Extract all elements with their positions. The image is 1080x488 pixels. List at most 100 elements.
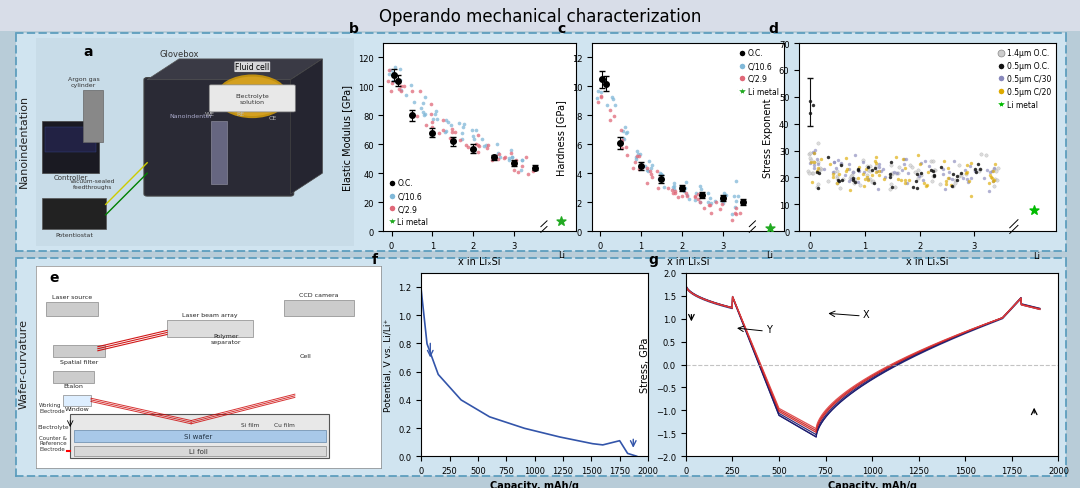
Point [975, 174, 993, 182]
Point [651, 175, 669, 183]
Point [850, 163, 867, 171]
Point [845, 176, 862, 184]
Point [403, 82, 420, 90]
Point [503, 154, 521, 162]
Point [882, 159, 900, 166]
Point [653, 171, 671, 179]
Point [727, 178, 744, 185]
Point [906, 168, 923, 176]
Point [687, 189, 704, 197]
Text: Laser source: Laser source [52, 294, 92, 299]
Point [986, 161, 1003, 169]
Point [806, 147, 823, 155]
Point [504, 158, 522, 166]
Point [383, 80, 401, 88]
Point [422, 101, 440, 109]
Point [912, 161, 929, 169]
Point [870, 164, 888, 172]
Point [692, 185, 710, 193]
Point [957, 166, 974, 174]
Point [639, 168, 657, 176]
Point [831, 185, 848, 193]
Point [616, 123, 633, 131]
Point [801, 155, 819, 163]
Point [604, 94, 621, 102]
Bar [73, 430, 326, 442]
Point [615, 135, 632, 143]
Point [617, 144, 634, 152]
Point [935, 158, 953, 166]
Point [825, 168, 842, 176]
Point [972, 151, 989, 159]
Point [905, 183, 922, 191]
Point [629, 153, 646, 161]
Point [868, 168, 886, 176]
Point [381, 67, 399, 75]
Point [944, 183, 961, 191]
Point [475, 143, 492, 151]
Point [691, 183, 708, 191]
Point [831, 171, 848, 179]
Point [850, 166, 867, 174]
Point [392, 87, 409, 95]
X-axis label: x in LiₓSi: x in LiₓSi [458, 256, 501, 266]
Point [870, 171, 888, 179]
Point [860, 176, 877, 184]
Point [980, 180, 997, 188]
Point [424, 116, 442, 124]
Point [652, 171, 670, 179]
Point [677, 190, 694, 198]
Point [524, 168, 541, 176]
Point [935, 171, 953, 179]
Point [422, 111, 440, 119]
Point [917, 158, 934, 165]
FancyBboxPatch shape [144, 79, 294, 197]
Point [856, 175, 874, 183]
Point [822, 161, 839, 168]
Point [840, 161, 858, 169]
Point [842, 176, 860, 184]
Point [489, 156, 507, 163]
Point [854, 170, 872, 178]
Point [891, 163, 908, 171]
Point [863, 172, 880, 180]
Point [838, 166, 855, 174]
Point [501, 155, 518, 163]
Text: Laser beam array: Laser beam array [183, 313, 238, 318]
Point [828, 173, 846, 181]
Point [699, 199, 716, 207]
Point [804, 179, 821, 186]
Point [860, 167, 877, 175]
Point [860, 177, 877, 184]
Point [702, 209, 719, 217]
Text: Li foil: Li foil [189, 448, 207, 454]
Point [805, 102, 822, 110]
Point [842, 173, 860, 181]
Point [809, 169, 826, 177]
Point [883, 184, 901, 192]
Point [980, 187, 997, 195]
Point [423, 119, 441, 127]
Point [714, 200, 731, 208]
Point [470, 142, 487, 150]
Point [463, 126, 481, 134]
Point [946, 177, 963, 185]
Point [870, 161, 888, 169]
Point [392, 83, 409, 91]
Point [843, 175, 861, 183]
Point [858, 166, 875, 174]
Point [960, 178, 977, 186]
Point [967, 169, 984, 177]
Point [518, 170, 536, 178]
Y-axis label: Stress Exponent: Stress Exponent [764, 98, 773, 178]
Point [950, 162, 968, 169]
Point [436, 129, 454, 137]
Y-axis label: Hardness [GPa]: Hardness [GPa] [556, 100, 566, 176]
Point [434, 127, 451, 135]
Bar [46, 303, 98, 317]
Point [828, 180, 846, 187]
Point [824, 170, 841, 178]
Text: Fluid cell: Fluid cell [235, 63, 269, 72]
Text: g: g [648, 252, 659, 266]
Point [881, 174, 899, 182]
